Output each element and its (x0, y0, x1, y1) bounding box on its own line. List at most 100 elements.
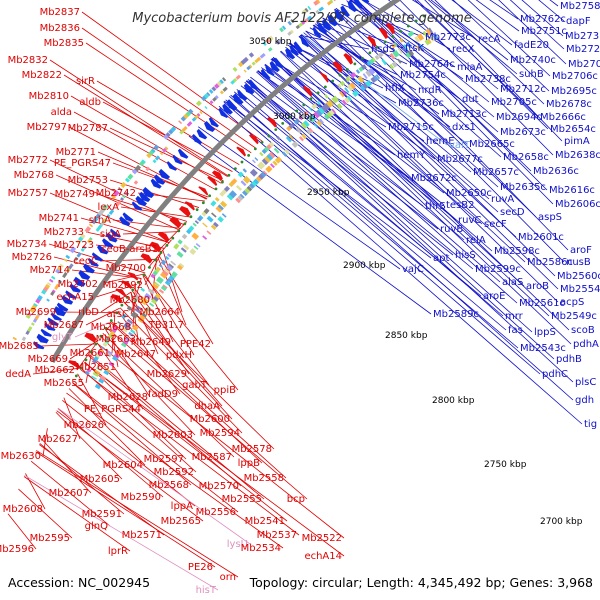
gene-label: Mb2771 (56, 147, 96, 158)
feature-segment (181, 233, 188, 240)
gene-label: Mb2724c (566, 44, 600, 55)
leader-line (96, 342, 144, 410)
feature-segment (111, 194, 117, 200)
feature-segment (329, 0, 334, 4)
feature-segment (269, 163, 275, 169)
tick-dot (338, 73, 342, 77)
gene-label: pdhC (542, 369, 568, 380)
leader-line (300, 34, 490, 200)
feature-segment (37, 294, 43, 301)
tick-dot (274, 128, 278, 132)
tick-dot (125, 296, 129, 299)
gene-label: Mb2592 (154, 467, 194, 478)
feature-segment (152, 283, 159, 290)
feature-segment (204, 106, 208, 110)
gene-arrow-reverse (232, 93, 244, 105)
gene-arrow-reverse (347, 0, 358, 13)
feature-segment (357, 75, 365, 84)
tick-dot (94, 342, 98, 346)
feature-segment (242, 168, 247, 173)
feature-segment (235, 74, 241, 80)
leader-line (66, 392, 284, 549)
leader-line (236, 89, 504, 317)
gene-label: relA (466, 235, 486, 246)
leader-line (314, 23, 499, 188)
feature-segment (287, 30, 293, 36)
feature-segment (168, 129, 174, 135)
gene-arrow-reverse (321, 18, 332, 31)
gene-arrow-reverse (91, 252, 103, 262)
leader-line (434, 0, 545, 105)
feature-segment (126, 318, 134, 325)
feature-segment (134, 308, 141, 314)
gene-arrow-forward (110, 294, 123, 304)
leader-line (475, 0, 520, 32)
gene-label: Mb2638c (555, 150, 600, 161)
gene-label: Mb2733 (44, 227, 84, 238)
feature-segment (214, 196, 220, 202)
gene-label: Mb2757 (8, 188, 48, 199)
feature-segment (265, 165, 273, 173)
gene-label: Mb2835 (44, 38, 84, 49)
feature-segment (132, 297, 138, 303)
gene-label: Mb2734 (7, 239, 47, 250)
feature-segment (177, 239, 183, 245)
feature-segment (55, 268, 61, 274)
gene-label: Mb2594 (200, 428, 240, 439)
feature-segment (210, 200, 217, 207)
gene-label: Mb2616c (549, 185, 595, 196)
feature-segment (156, 276, 164, 284)
feature-segment (336, 103, 343, 110)
tick-dot (233, 167, 237, 171)
gene-label: Mb2590 (121, 492, 161, 503)
feature-segment (133, 180, 139, 185)
gene-label: fadE20 (514, 40, 549, 51)
tick-dot (189, 215, 193, 219)
gene-arrow-forward (319, 72, 329, 83)
leader-line (270, 59, 387, 128)
gene-label: Mb2832 (8, 55, 48, 66)
gene-arrow-reverse (361, 0, 370, 4)
feature-segment (306, 128, 313, 135)
gene-label: Mb2647 (116, 349, 156, 360)
feature-segment (176, 251, 184, 258)
gene-arrow-reverse (56, 302, 69, 312)
gene-label: Mb2657c (473, 167, 519, 178)
tick-dot (165, 243, 169, 247)
feature-segment (126, 305, 133, 311)
feature-segment (301, 8, 308, 15)
feature-segment (243, 56, 249, 63)
feature-segment (33, 302, 38, 307)
gene-label: Mb2702 (58, 279, 98, 290)
gene-label: lexA (97, 202, 119, 213)
gene-label: ceoC (73, 256, 98, 267)
feature-segment (268, 151, 276, 159)
gene-label: plsC (575, 377, 596, 388)
gene-label: orn (220, 572, 236, 583)
feature-segment (84, 370, 90, 376)
feature-segment (152, 159, 157, 164)
feature-segment (405, 41, 412, 49)
feature-segment (106, 349, 113, 355)
gene-arrow-reverse (208, 117, 219, 128)
gene-label: Mb2556 (196, 507, 236, 518)
feature-segment (59, 263, 64, 268)
gene-label: hemY (397, 150, 426, 161)
leader-line (68, 388, 146, 466)
backbone-arc (50, 0, 402, 363)
feature-segment (260, 171, 267, 178)
feature-segment (82, 245, 87, 250)
feature-segment (318, 118, 324, 125)
gene-label: Mb2773c (425, 32, 471, 43)
leader-line (57, 311, 117, 313)
feature-segment (21, 336, 27, 342)
gene-label: fas (508, 325, 523, 336)
leader-line (509, 0, 565, 50)
feature-segment (168, 263, 174, 269)
feature-segment (153, 144, 160, 151)
feature-segment (99, 221, 105, 227)
feature-segment (399, 37, 404, 43)
feature-segment (346, 95, 352, 102)
gene-label: lppS (534, 327, 556, 338)
